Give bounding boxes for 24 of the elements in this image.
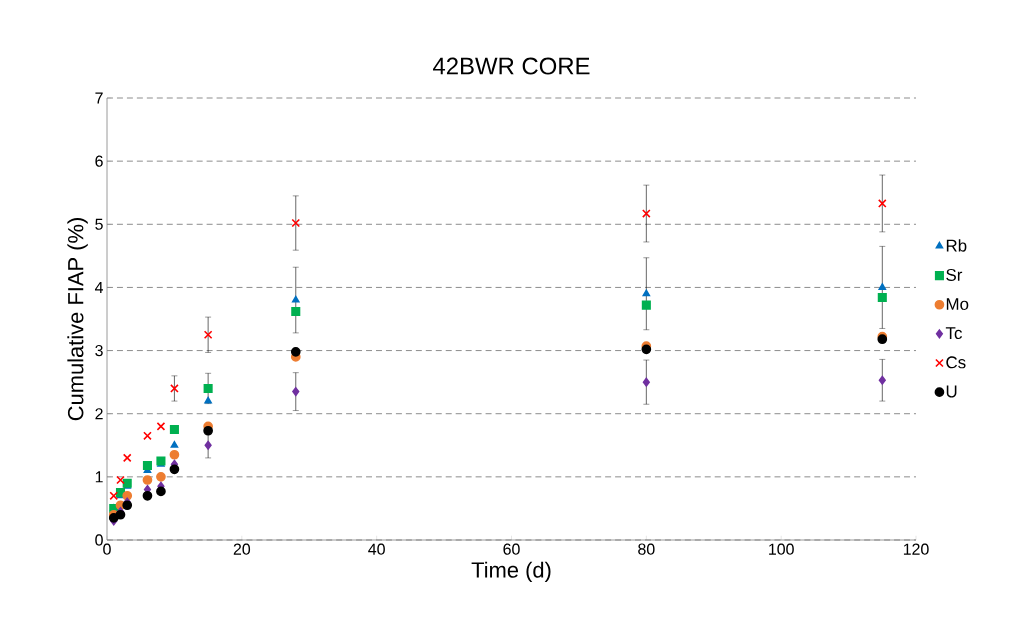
legend-label: Cs — [946, 356, 966, 369]
y-tick-label: 0 — [95, 534, 103, 546]
legend-label: Tc — [945, 327, 962, 340]
y-tick-label: 4 — [94, 281, 104, 293]
x-tick-label: 60 — [503, 543, 520, 555]
legend-label: Mo — [946, 298, 969, 311]
y-tick-label: 7 — [95, 92, 103, 104]
x-axis-title: Time (d) — [471, 561, 551, 583]
x-tick-label: 20 — [233, 543, 251, 555]
x-tick-label: 80 — [638, 543, 655, 555]
x-tick-label: 40 — [368, 543, 385, 555]
legend-label: Sr — [946, 268, 963, 281]
y-tick-label: 6 — [95, 155, 103, 167]
y-tick-label: 5 — [95, 218, 103, 230]
x-tick-label: 100 — [769, 543, 794, 555]
y-tick-label: 1 — [95, 471, 103, 483]
x-tick-label: 120 — [903, 543, 929, 555]
x-tick-label: 0 — [103, 543, 111, 555]
chart-title: 42BWR CORE — [433, 57, 590, 75]
legend-label: U — [946, 385, 957, 398]
y-tick-label: 3 — [95, 344, 103, 357]
y-axis-title: Cumulative FIAP (%) — [67, 218, 88, 421]
y-tick-label: 2 — [95, 408, 103, 420]
legend-label: Rb — [946, 239, 967, 252]
